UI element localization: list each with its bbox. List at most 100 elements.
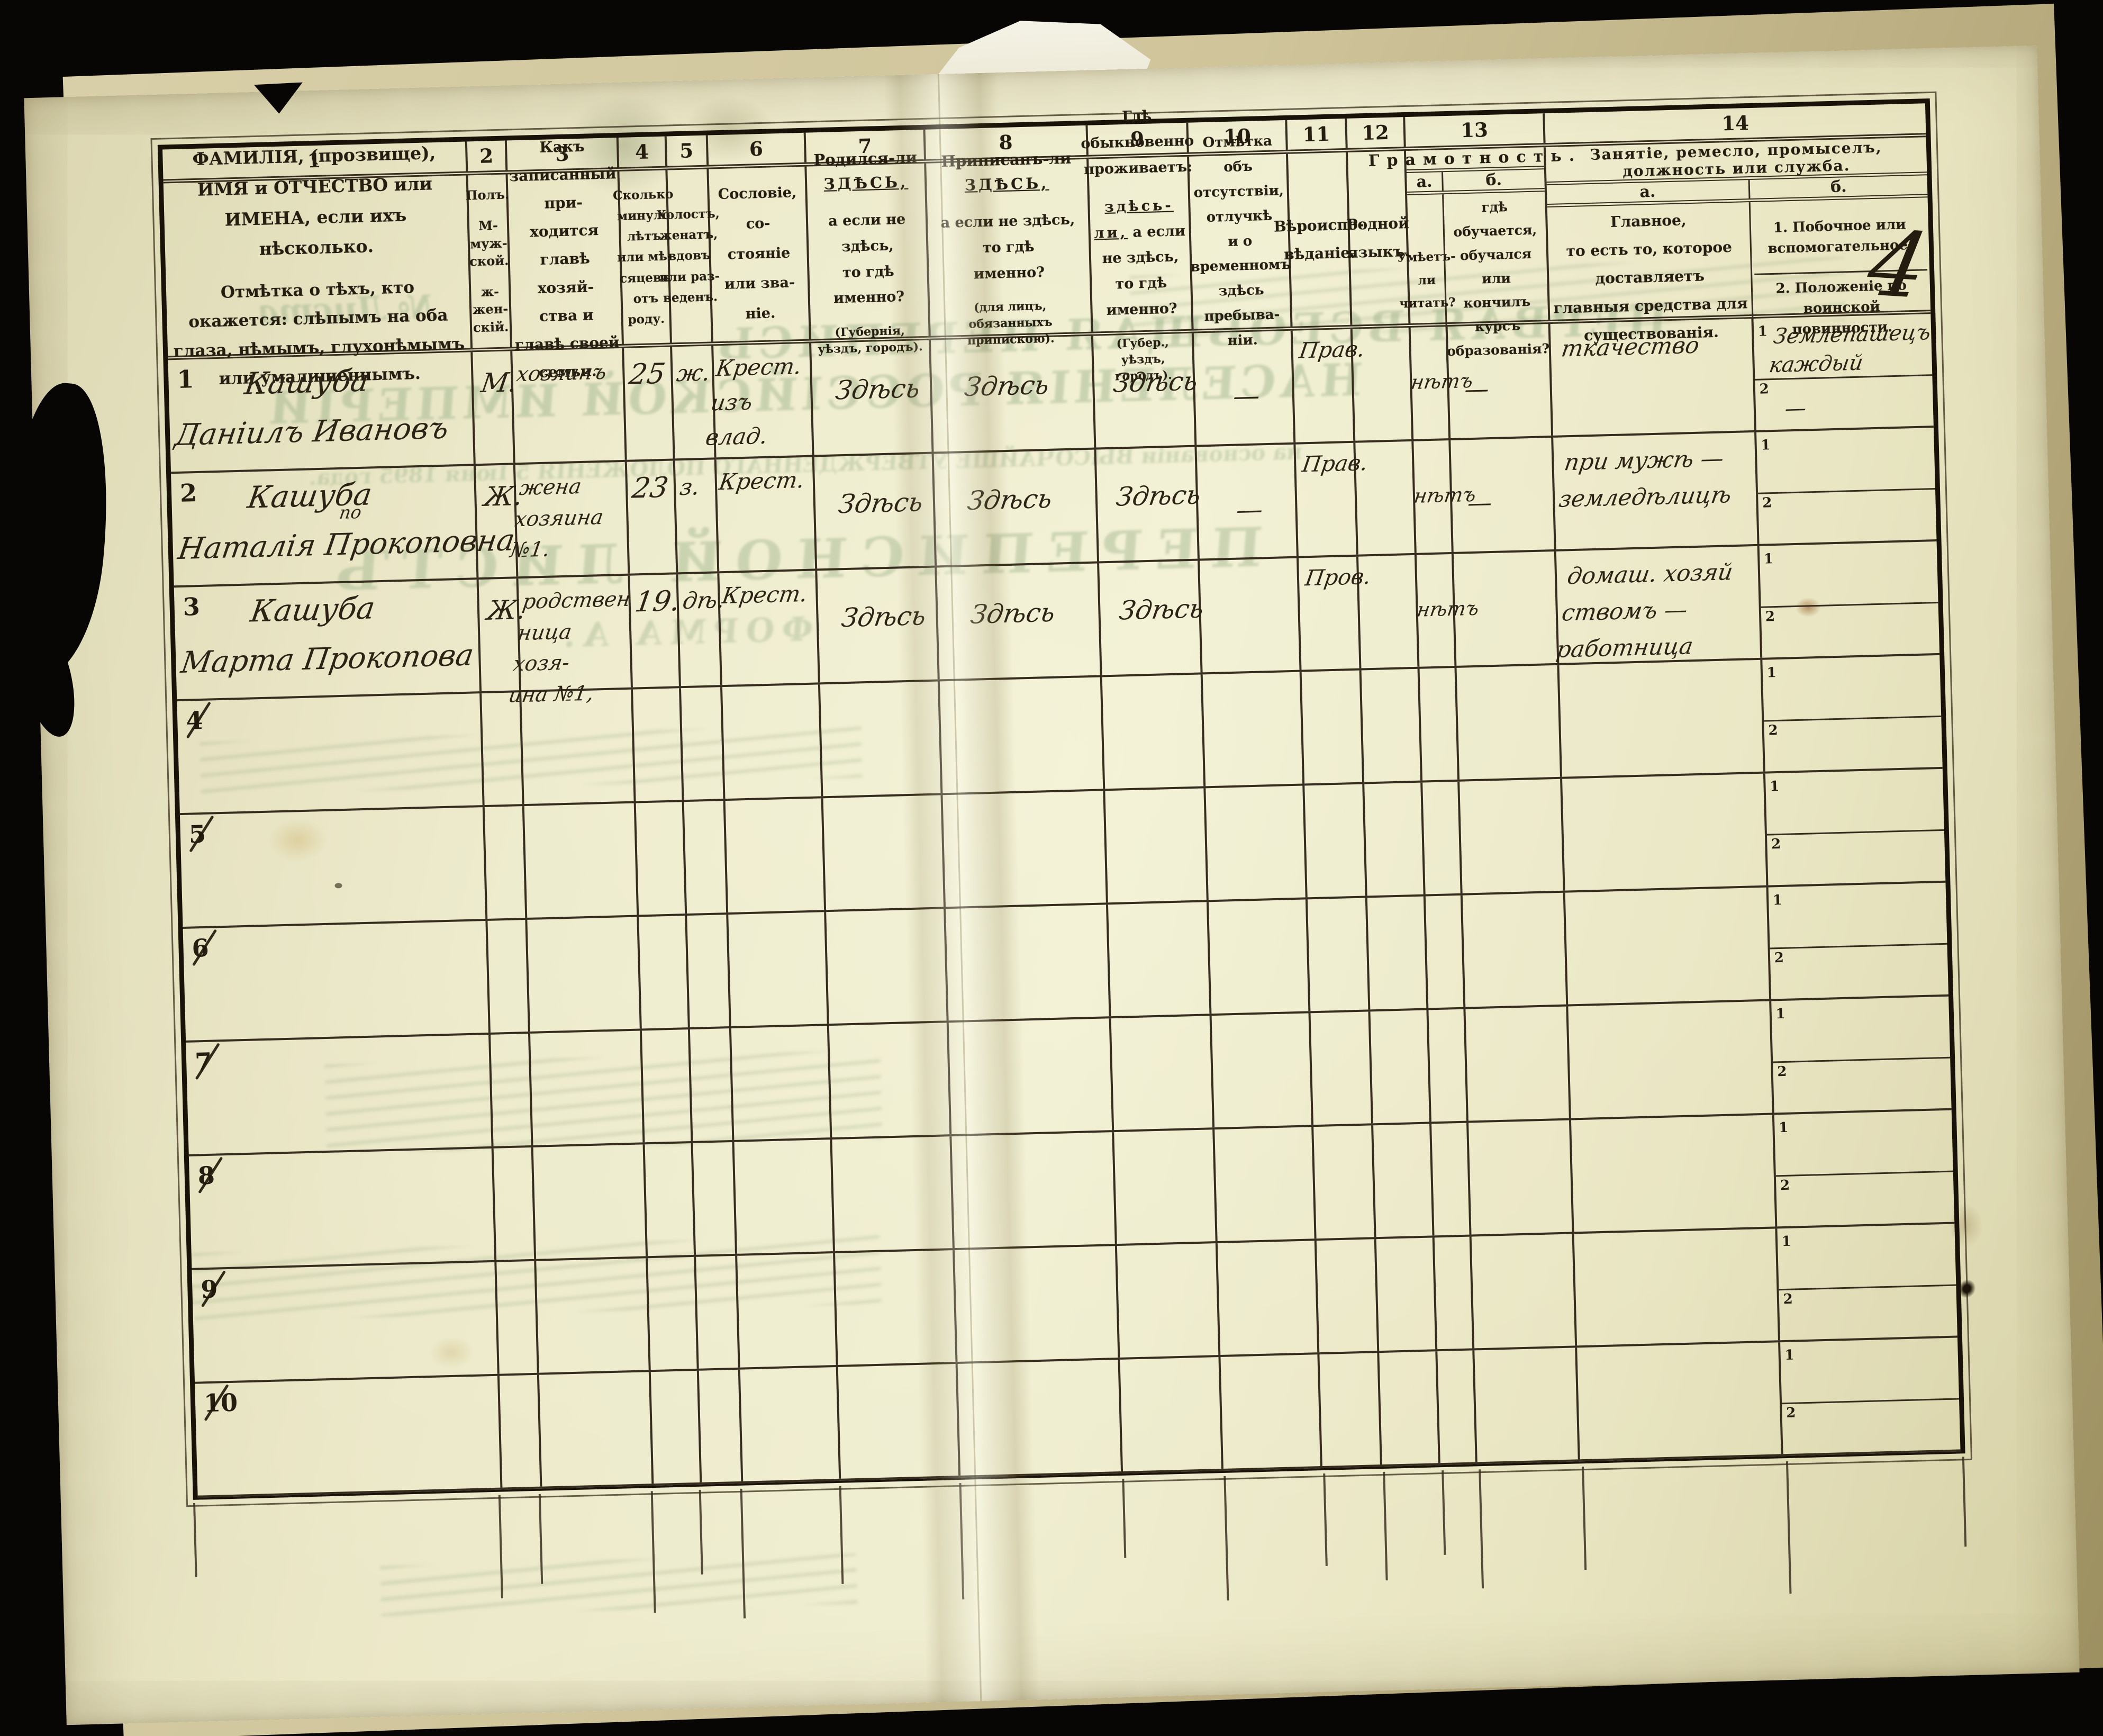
military-status-slot: 2 [1766, 829, 1946, 890]
given-name-handwriting: Марта Прокопова [178, 638, 476, 681]
col-number: 12 [1346, 117, 1406, 148]
cell-can-read [1431, 1123, 1472, 1236]
slot-label: 1 [1781, 1233, 1792, 1250]
cell-relation [527, 917, 642, 1032]
cell-born-here: Здѣсь [811, 340, 934, 455]
cell-marital-status: з. [675, 459, 719, 573]
cell-age [648, 1256, 699, 1370]
slot-label: 2 [1762, 494, 1772, 511]
cell-occupation-side: 1 2 [1759, 541, 1940, 662]
cell-name: 7 [186, 1034, 494, 1154]
cell-resides-here [1120, 1357, 1224, 1471]
cell-can-read [1428, 1009, 1469, 1122]
cell-registered-here [955, 1246, 1120, 1362]
cell-name: 1 Кашуба Даніилъ Ивановъ [168, 352, 476, 472]
col-number: 2 [467, 140, 508, 171]
slot-label: 1 [1769, 778, 1780, 795]
col-number: 6 [708, 132, 807, 165]
cell-occupation-main: домаш. хозяй ствомъ — работница [1555, 546, 1762, 663]
military-status-slot: 2 [1781, 1397, 1961, 1459]
row-number: 10 [203, 1388, 238, 1418]
torn-edge-notch [0, 379, 120, 683]
cell-born-here [826, 909, 949, 1024]
surname-handwriting [262, 929, 486, 935]
cell-occupation-main [1562, 773, 1769, 891]
cell-marital-status [699, 1369, 743, 1482]
cell-estate [740, 1367, 841, 1481]
row-number: 4 [185, 706, 204, 735]
side-occupation-slot: 1 [1771, 1001, 1950, 1061]
cell-age: 19. [630, 574, 683, 688]
table-body: 1 Кашуба Даніилъ Ивановъ М. хозяинъ 25 ж… [168, 314, 1961, 1498]
cell-resides-here [1102, 674, 1206, 789]
cell-native-language [1364, 782, 1426, 896]
cell-absence-note [1212, 1013, 1314, 1128]
header-literacy-title: Грамотность. [1368, 146, 1582, 173]
given-name-handwriting [201, 1277, 495, 1285]
slot-label: 1 [1757, 323, 1768, 340]
cell-sex [481, 692, 525, 806]
slot-label: 1 [1775, 1006, 1786, 1023]
cell-absence-note [1200, 558, 1302, 673]
cell-estate [734, 1140, 836, 1254]
side-occupation-slot: 1 Землепашецъ каждый [1757, 320, 1933, 378]
cell-occupation-side: 1 2 [1774, 1110, 1955, 1231]
cell-occupation-main [1568, 1001, 1774, 1118]
surname-handwriting [271, 1271, 495, 1277]
cell-absence-note [1205, 785, 1308, 900]
header-born-here: Родился-ли ЗДѢСЬ, а если не здѣсь, то гд… [806, 148, 931, 356]
cell-can-read: нѣтъ [1416, 554, 1481, 667]
cell-age [651, 1370, 702, 1484]
cell-resides-here [1108, 902, 1212, 1017]
census-table: 1 2 3 4 5 6 7 8 9 10 11 12 13 14 ФАМИЛІЯ… [150, 91, 1972, 1507]
cell-sex: М. [473, 351, 519, 464]
cell-can-read: нѣтъ [1412, 440, 1477, 553]
military-status-slot: 2 [1779, 1284, 1957, 1345]
header-registered-here: Приписанъ-ли ЗДѢСЬ, а если не здѣсь, то … [926, 149, 1093, 348]
cell-religion [1304, 784, 1367, 898]
table-trailing-lines [193, 1457, 1967, 1619]
cell-marital-status [681, 687, 726, 800]
cell-name: 3 Кашуба Марта Прокопова [174, 580, 482, 700]
side-occupation-slot: 1 [1768, 887, 1947, 947]
cell-native-language [1352, 327, 1414, 441]
surname-handwriting [274, 1385, 497, 1390]
cell-sex [490, 1033, 533, 1146]
military-status-slot: 2 [1757, 487, 1937, 548]
cell-name: 10 [195, 1376, 503, 1496]
cell-religion [1319, 1353, 1382, 1466]
cell-name: 6 [183, 920, 491, 1041]
cell-born-here [820, 681, 943, 797]
slot-label: 1 [1761, 437, 1771, 454]
cell-resides-here: Здѣсь [1096, 447, 1203, 562]
cell-absence-note: — [1194, 330, 1296, 445]
cell-age [645, 1143, 696, 1256]
cell-relation [524, 803, 639, 918]
cell-occupation-side: 1 2 [1765, 769, 1946, 890]
cell-estate: Крест. [719, 571, 821, 685]
surname-handwriting [266, 1043, 489, 1049]
cell-relation: родствен ница хозя- ина №1, [507, 575, 633, 707]
cell-native-language [1361, 668, 1423, 782]
cell-education [1460, 779, 1565, 893]
col-number: 11 [1287, 118, 1348, 150]
cell-age: 25 [624, 347, 675, 460]
cell-religion: Прав. [1295, 442, 1370, 556]
cell-occupation-side: 1 Землепашецъ каждый 2 — [1753, 314, 1934, 435]
cell-education [1468, 1120, 1574, 1235]
cell-religion [1313, 1125, 1376, 1239]
cell-absence-note [1220, 1354, 1323, 1469]
cell-occupation-main [1565, 887, 1771, 1005]
header-religion: Вѣроиспо- вѣданіе. [1274, 152, 1364, 327]
given-name-handwriting [198, 1163, 492, 1171]
cell-can-read [1426, 895, 1466, 1008]
side-occupation-slot: 1 [1756, 432, 1935, 492]
cell-occupation-side: 1 2 [1756, 428, 1937, 548]
surname-handwriting: Кашуба [248, 591, 377, 629]
cell-occupation-main [1574, 1228, 1780, 1346]
cell-marital-status [693, 1142, 737, 1255]
cell-name: 5 [179, 807, 488, 927]
side-occupation-slot: 1 [1762, 659, 1941, 720]
cell-relation [539, 1372, 654, 1487]
given-name-handwriting [189, 822, 483, 830]
